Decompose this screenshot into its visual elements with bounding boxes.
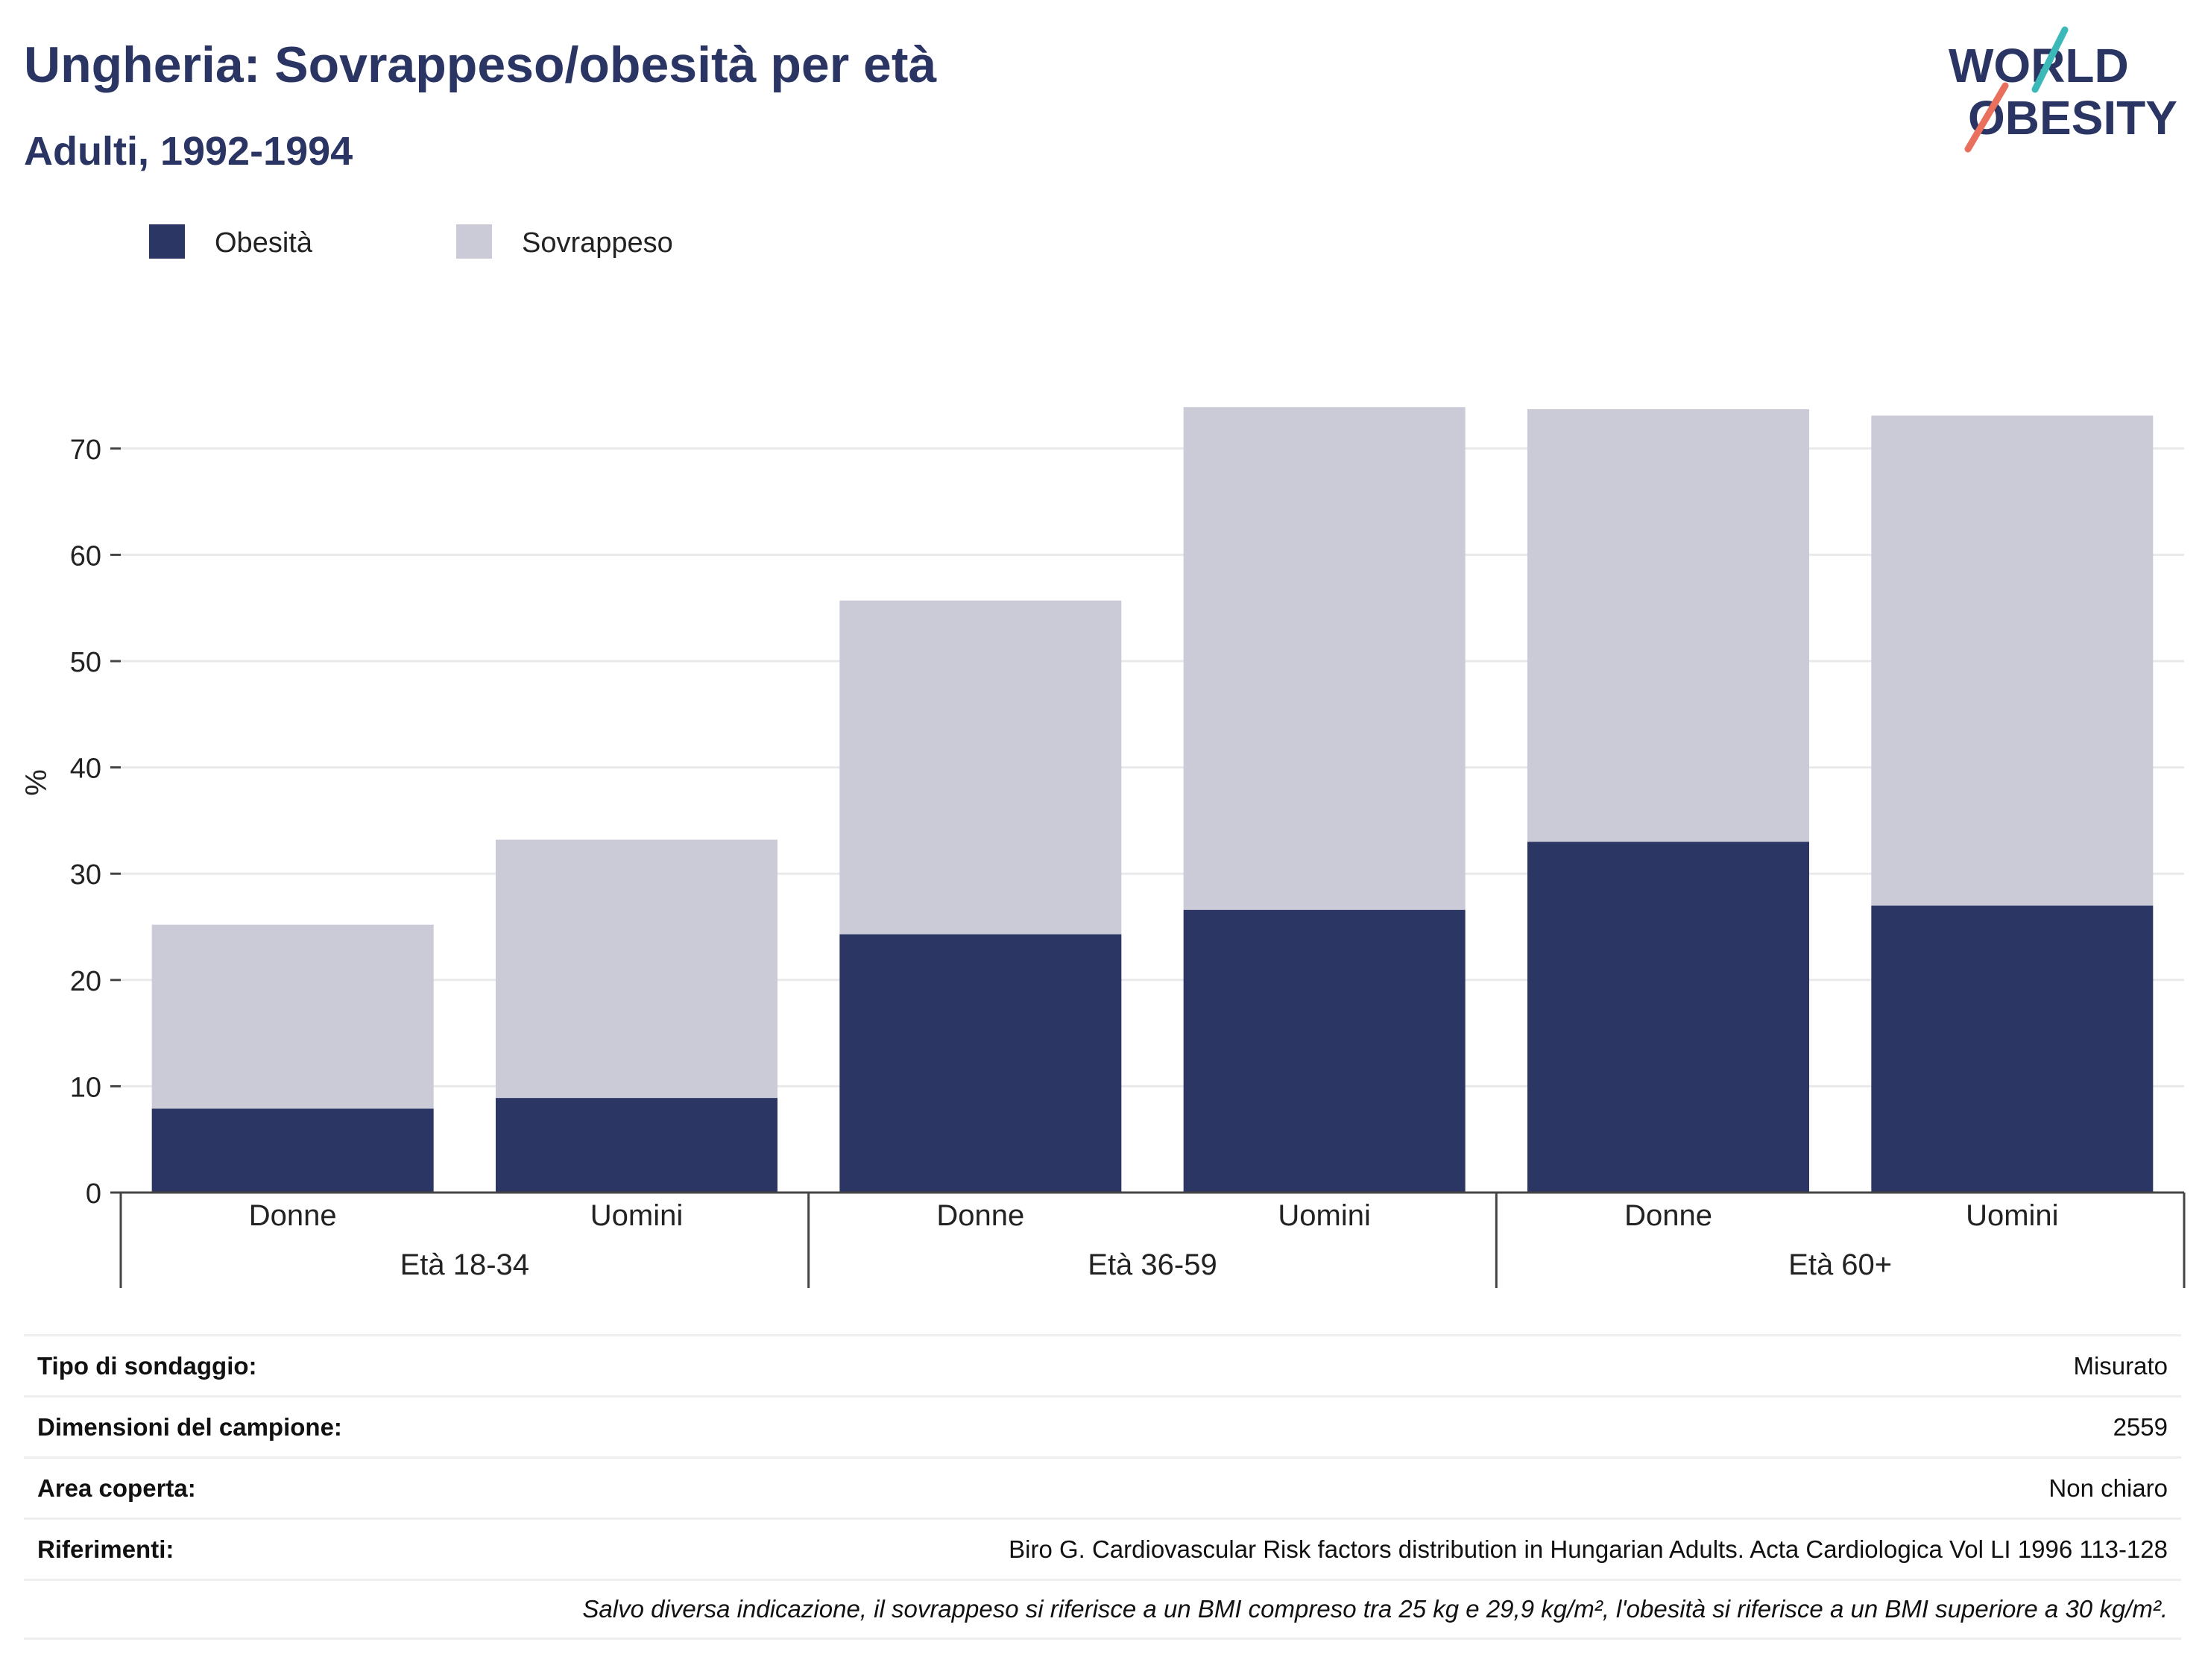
bar-obesity [1871,905,2154,1193]
y-axis-label: % [20,769,53,796]
logo-slash-teal [2031,26,2069,93]
x-category-label: Donne [936,1199,1024,1232]
bar-overweight [1871,415,2154,906]
x-group-label: Età 36-59 [1088,1248,1217,1281]
x-category-label: Donne [1624,1199,1712,1232]
chart-gridlines [121,447,2184,1087]
x-group-label: Età 18-34 [400,1248,529,1281]
stacked-bar-chart: Obesità Sovrappeso 0 10 20 30 40 50 60 70 Donne Uo… [20,224,2186,1288]
info-value: Misurato [2073,1351,2168,1380]
bar-overweight [1183,407,1466,910]
x-category-label: Uomini [1966,1199,2058,1232]
y-tick-label: 30 [70,859,101,891]
page-title: Ungheria: Sovrappeso/obesità per età [24,37,937,93]
y-tick-label: 40 [70,754,101,785]
legend-label: Obesità [215,227,313,259]
x-category-label: Donne [249,1199,337,1232]
bmi-definition-note: Salvo diversa indicazione, il sovrappeso… [24,1579,2181,1640]
y-tick-label: 70 [70,435,101,466]
bar-overweight [496,839,777,1099]
logo-text-obesity: OBESITY [1968,91,2177,145]
y-tick-label: 0 [86,1178,101,1210]
bar-obesity [839,934,1122,1193]
info-row-sample-size: Dimensioni del campione: 2559 [24,1395,2181,1456]
legend-swatch [456,224,492,259]
info-label: Riferimenti: [37,1535,174,1563]
bar-overweight [151,924,434,1109]
world-obesity-logo: WORLD OBESITY [1949,26,2177,153]
info-label: Dimensioni del campione: [37,1412,342,1441]
legend-swatch [149,224,185,259]
info-label: Tipo di sondaggio: [37,1351,257,1380]
x-group-label: Età 60+ [1788,1248,1892,1281]
y-tick-label: 60 [70,540,101,572]
info-value: Biro G. Cardiovascular Risk factors dist… [1009,1535,2168,1563]
y-tick-label: 10 [70,1072,101,1103]
bar-obesity [151,1108,434,1193]
x-category-label: Uomini [1278,1199,1370,1232]
page-subtitle: Adulti, 1992-1994 [24,129,353,174]
info-value: Non chiaro [2048,1474,2168,1502]
info-row-area: Area coperta: Non chiaro [24,1456,2181,1518]
chart-legend: Obesità Sovrappeso [149,224,673,259]
logo-slash-coral [1964,82,2009,153]
info-row-survey-type: Tipo di sondaggio: Misurato [24,1334,2181,1395]
bar-obesity [1183,909,1466,1193]
bar-overweight [1527,409,1809,842]
info-label: Area coperta: [37,1474,196,1502]
chart-bars [151,407,2154,1193]
bar-obesity [1527,841,1809,1193]
survey-info-table: Tipo di sondaggio: Misurato Dimensioni d… [24,1334,2181,1640]
bar-overweight [839,600,1122,935]
x-category-label: Uomini [590,1199,683,1232]
info-value: 2559 [2113,1412,2168,1441]
chart-axes: 0 10 20 30 40 50 60 70 Donne Uomini Donne Uomini Don… [70,435,2186,1288]
bar-obesity [496,1098,777,1193]
info-row-references: Riferimenti: Biro G. Cardiovascular Risk… [24,1518,2181,1579]
y-tick-label: 20 [70,966,101,997]
y-tick-label: 50 [70,647,101,678]
legend-label: Sovrappeso [522,227,673,259]
